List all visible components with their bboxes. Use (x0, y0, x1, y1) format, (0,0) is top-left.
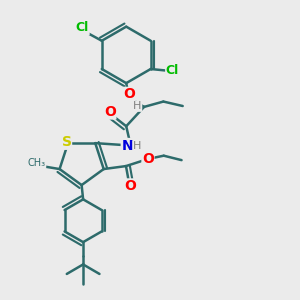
Text: N: N (121, 139, 133, 152)
Text: O: O (123, 87, 135, 101)
Text: Cl: Cl (76, 22, 89, 34)
Text: H: H (133, 101, 142, 111)
Text: Cl: Cl (166, 64, 179, 77)
Text: CH₃: CH₃ (28, 158, 46, 167)
Text: O: O (104, 105, 116, 119)
Text: O: O (124, 179, 136, 193)
Text: H: H (133, 141, 141, 151)
Text: O: O (142, 152, 154, 166)
Text: S: S (61, 135, 71, 149)
